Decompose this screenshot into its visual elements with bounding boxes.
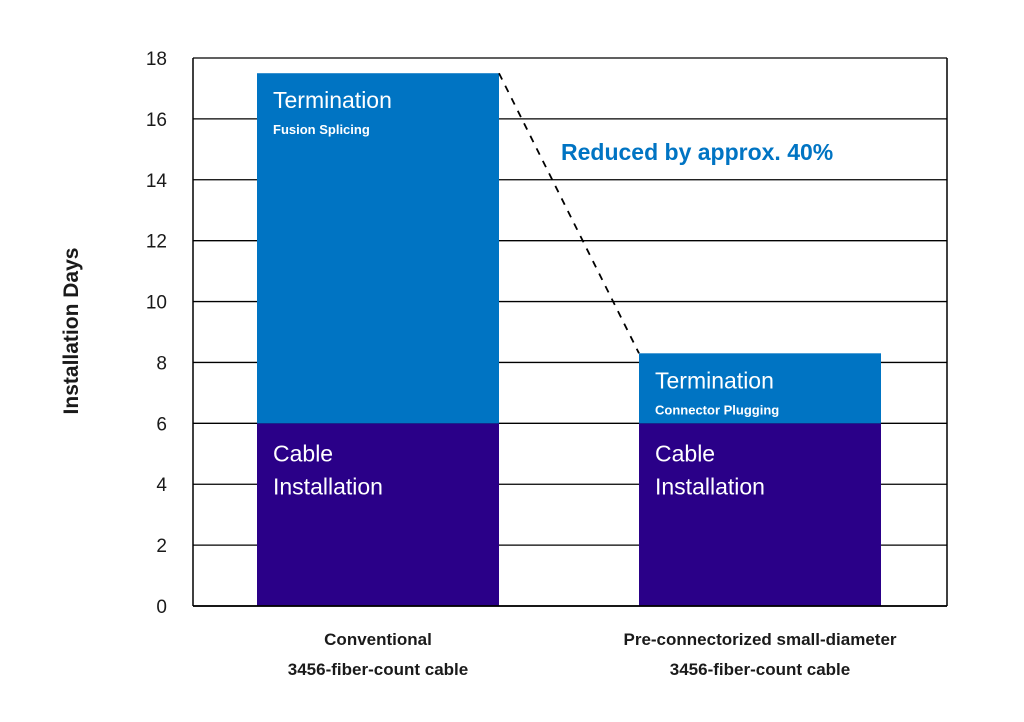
y-tick-label-0: 0 (156, 597, 167, 618)
annotations: Reduced by approx. 40% (498, 72, 833, 354)
y-tick-label-16: 16 (146, 110, 167, 131)
reduction-annotation: Reduced by approx. 40% (561, 139, 833, 165)
bar-segment-termination-1 (257, 73, 499, 424)
y-tick-label-6: 6 (156, 414, 167, 435)
y-tick-label-4: 4 (156, 475, 167, 496)
x-tick-label-1-line-2: 3456-fiber-count cable (288, 660, 468, 679)
bars: Cable Installation Termination Fusion Splic… (257, 73, 881, 606)
bar-segment-cable-installation-1 (257, 423, 499, 606)
segment-label-cable-installation-1-line-2: Installation (273, 473, 383, 499)
segment-label-termination-2-line-1: Termination (655, 367, 774, 393)
reduction-dashed-line (498, 72, 640, 354)
segment-sublabel-2: Connector Plugging (655, 402, 779, 417)
axes: 0 2 4 6 8 10 12 14 16 18 Conventional 3456-fiber-co… (146, 49, 948, 679)
x-tick-label-1-line-1: Conventional (324, 630, 432, 649)
segment-sublabel-1: Fusion Splicing (273, 122, 370, 137)
y-tick-label-2: 2 (156, 536, 167, 557)
y-tick-label-12: 12 (146, 232, 167, 253)
segment-label-cable-installation-1-line-1: Cable (273, 440, 333, 466)
segment-label-cable-installation-2-line-1: Cable (655, 440, 715, 466)
x-tick-label-2-line-1: Pre-connectorized small-diameter (623, 630, 896, 649)
bar-segment-termination-2 (639, 353, 881, 424)
y-tick-label-10: 10 (146, 293, 167, 314)
segment-label-termination-1-line-1: Termination (273, 87, 392, 113)
y-tick-label-8: 8 (156, 353, 167, 374)
y-tick-label-18: 18 (146, 49, 167, 70)
bar-segment-cable-installation-2 (639, 423, 881, 606)
y-axis-label: Installation Days (60, 248, 83, 415)
x-tick-label-2-line-2: 3456-fiber-count cable (670, 660, 850, 679)
y-tick-label-14: 14 (146, 171, 168, 192)
segment-label-cable-installation-2-line-2: Installation (655, 473, 765, 499)
